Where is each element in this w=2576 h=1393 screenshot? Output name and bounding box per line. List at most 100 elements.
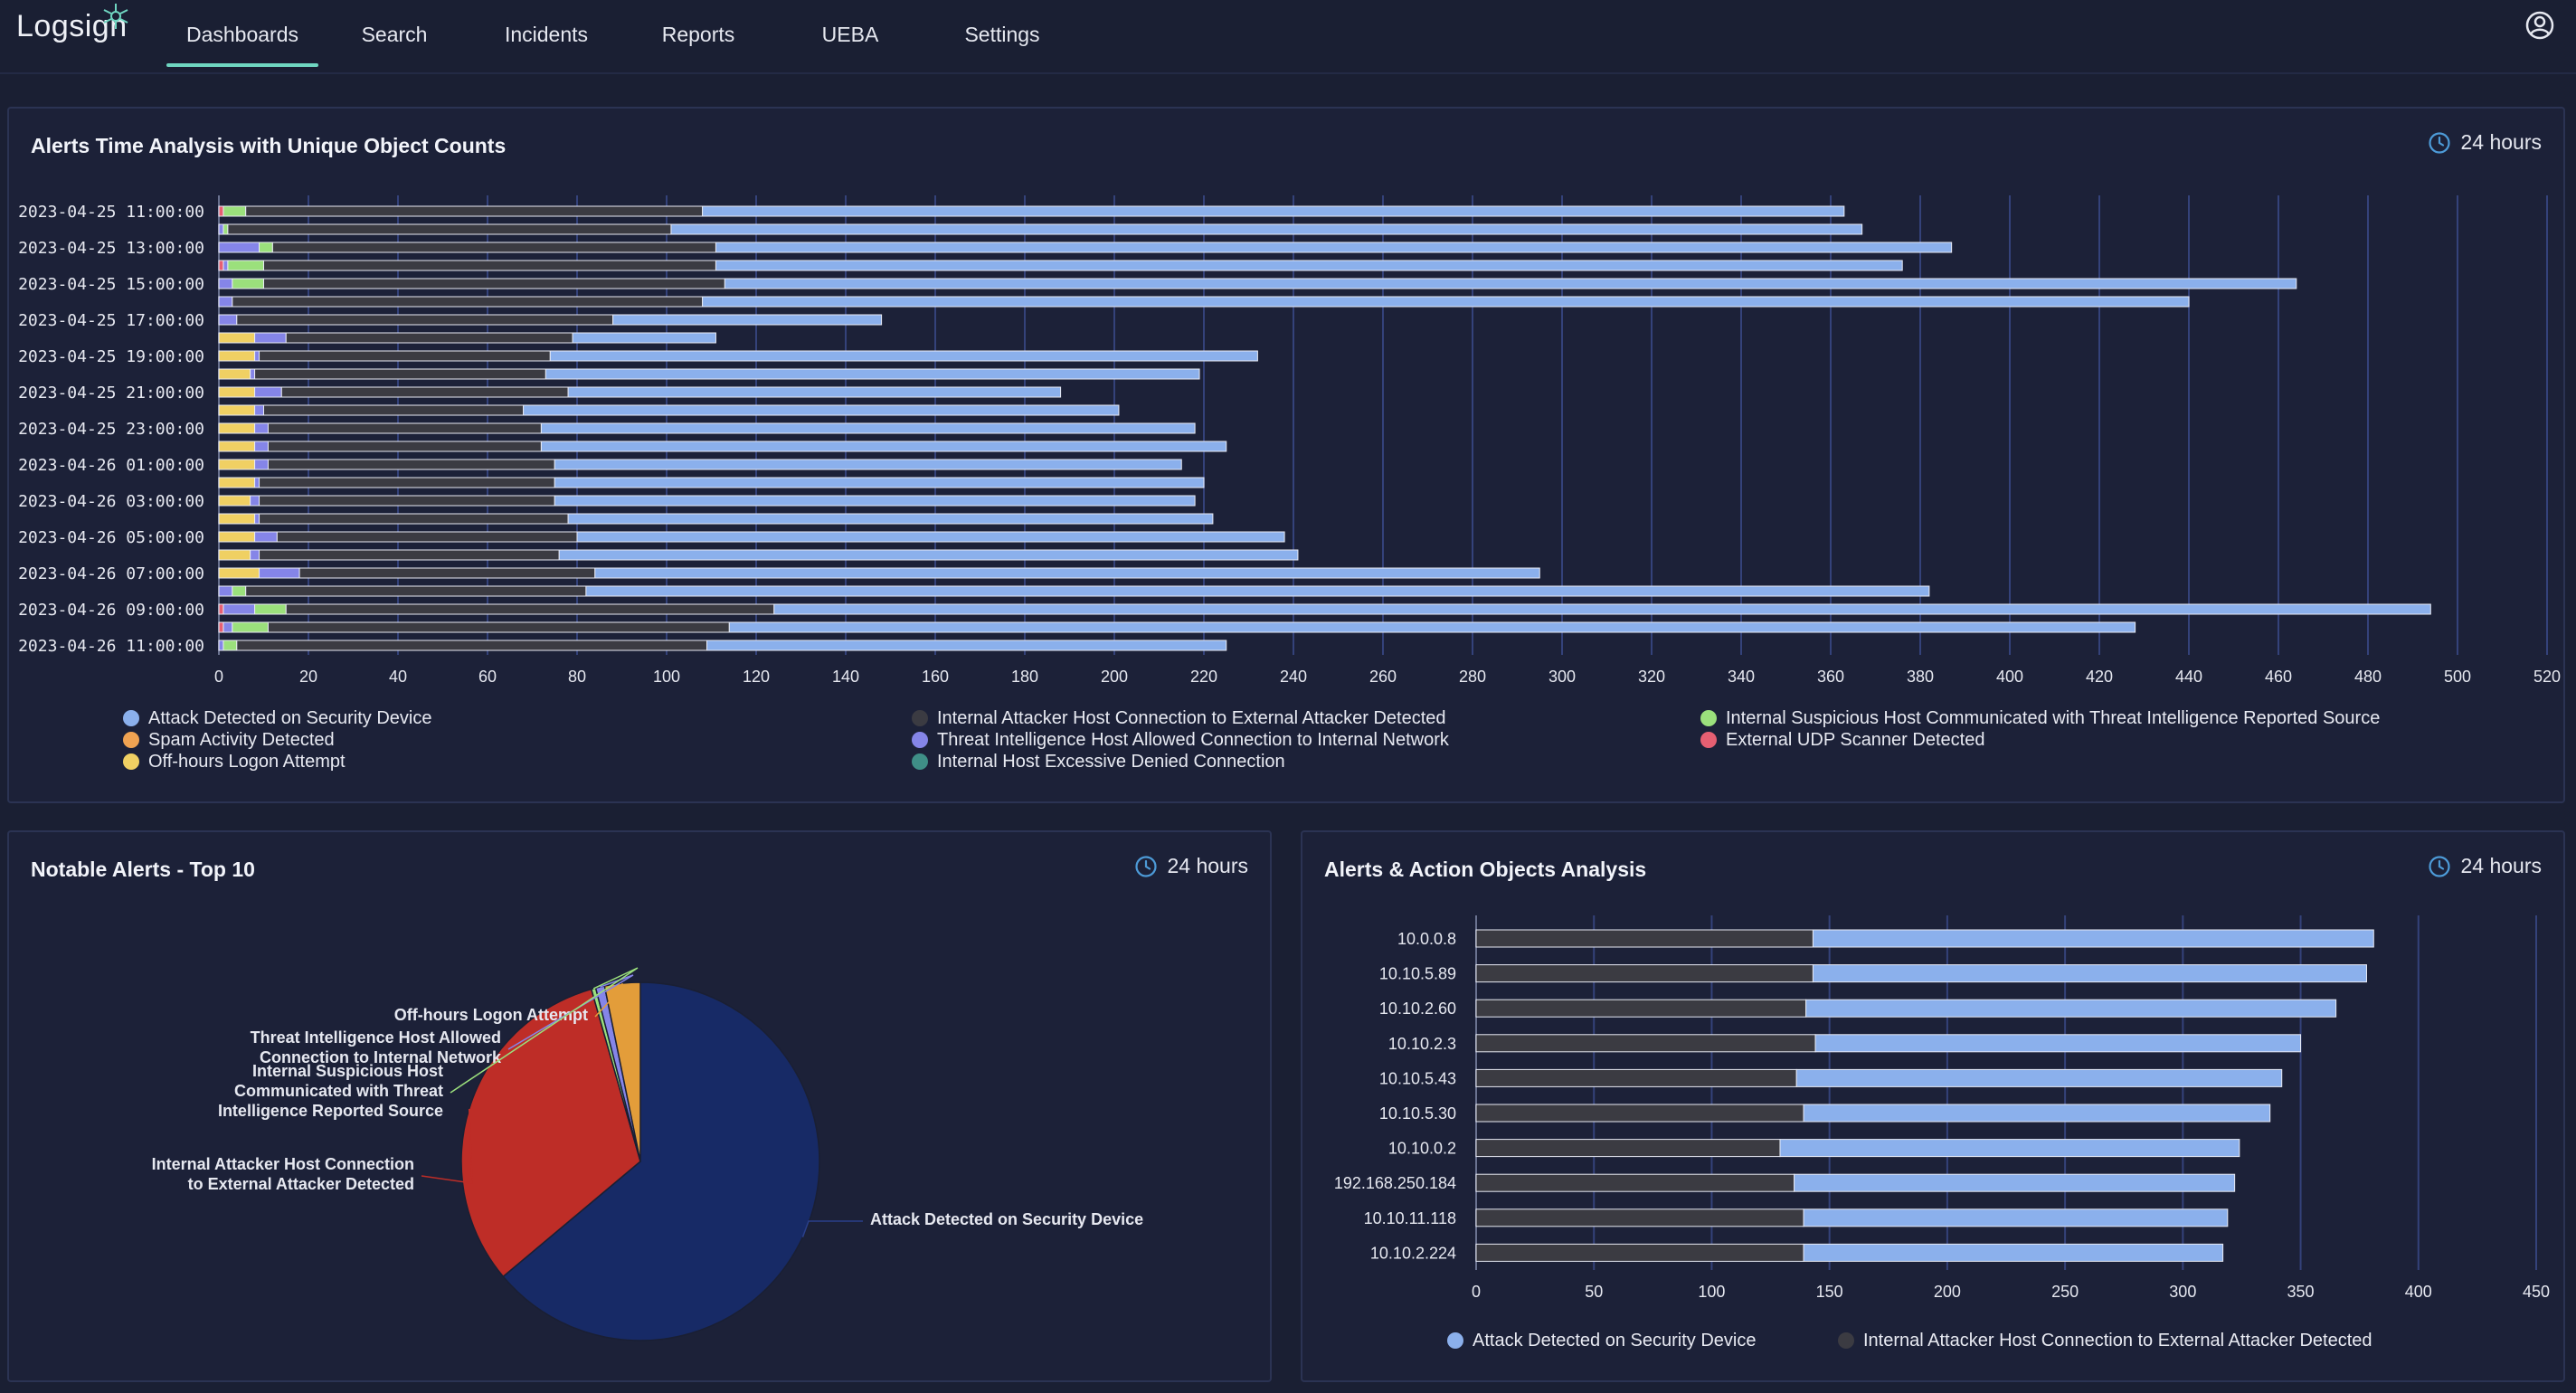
bar-segment[interactable] bbox=[1795, 1068, 2283, 1087]
bar-segment[interactable] bbox=[1475, 1034, 1816, 1053]
bar-segment[interactable] bbox=[263, 260, 716, 271]
bar-segment[interactable] bbox=[223, 621, 233, 633]
bar-segment[interactable] bbox=[576, 531, 1285, 543]
bar-segment[interactable] bbox=[773, 603, 2431, 615]
bar-segment[interactable] bbox=[227, 223, 672, 235]
time-legend-item[interactable]: Spam Activity Detected bbox=[123, 729, 912, 751]
tab-ueba[interactable]: UEBA bbox=[821, 22, 879, 46]
bar-segment[interactable] bbox=[254, 531, 278, 543]
bar-segment[interactable] bbox=[218, 459, 256, 470]
bar-segment[interactable] bbox=[254, 513, 260, 525]
bar-segment[interactable] bbox=[523, 404, 1120, 416]
bar-segment[interactable] bbox=[572, 332, 716, 344]
bar-segment[interactable] bbox=[218, 260, 224, 271]
bar-segment[interactable] bbox=[263, 278, 725, 289]
bar-segment[interactable] bbox=[1803, 1104, 2271, 1123]
bar-segment[interactable] bbox=[218, 585, 233, 597]
bar-segment[interactable] bbox=[1812, 929, 2374, 948]
bar-segment[interactable] bbox=[218, 513, 256, 525]
time-legend-item[interactable]: Internal Attacker Host Connection to Ext… bbox=[912, 707, 1700, 729]
bar-segment[interactable] bbox=[223, 603, 256, 615]
bar-segment[interactable] bbox=[594, 567, 1540, 579]
bar-segment[interactable] bbox=[259, 495, 555, 507]
bar-segment[interactable] bbox=[223, 205, 247, 217]
bar-segment[interactable] bbox=[567, 386, 1062, 398]
bar-segment[interactable] bbox=[1779, 1139, 2240, 1158]
bar-segment[interactable] bbox=[585, 585, 1930, 597]
bar-segment[interactable] bbox=[1475, 999, 1807, 1018]
bar-segment[interactable] bbox=[702, 296, 2190, 308]
bar-segment[interactable] bbox=[545, 368, 1200, 380]
bar-segment[interactable] bbox=[1475, 1139, 1781, 1158]
objects-legend-item[interactable]: Attack Detected on Security Device bbox=[1447, 1330, 1818, 1351]
bar-segment[interactable] bbox=[259, 549, 560, 561]
bar-segment[interactable] bbox=[218, 350, 256, 362]
bar-segment[interactable] bbox=[728, 621, 2136, 633]
bar-segment[interactable] bbox=[1803, 1243, 2224, 1262]
bar-segment[interactable] bbox=[540, 441, 1227, 452]
bar-segment[interactable] bbox=[223, 640, 238, 651]
bar-segment[interactable] bbox=[254, 350, 260, 362]
tab-reports[interactable]: Reports bbox=[661, 22, 735, 46]
bar-segment[interactable] bbox=[218, 603, 224, 615]
bar-segment[interactable] bbox=[218, 368, 251, 380]
time-range-badge[interactable]: 24 hours bbox=[1134, 854, 1248, 878]
bar-segment[interactable] bbox=[554, 477, 1205, 488]
bar-segment[interactable] bbox=[285, 332, 573, 344]
tab-settings[interactable]: Settings bbox=[964, 22, 1040, 46]
bar-segment[interactable] bbox=[223, 223, 229, 235]
time-legend-item[interactable]: Attack Detected on Security Device bbox=[123, 707, 912, 729]
time-legend-item[interactable]: Threat Intelligence Host Allowed Connect… bbox=[912, 729, 1700, 751]
bar-segment[interactable] bbox=[245, 205, 704, 217]
bar-segment[interactable] bbox=[254, 332, 287, 344]
time-range-badge[interactable]: 24 hours bbox=[2428, 854, 2542, 878]
bar-segment[interactable] bbox=[218, 567, 260, 579]
bar-segment[interactable] bbox=[250, 495, 260, 507]
bar-segment[interactable] bbox=[218, 223, 224, 235]
bar-segment[interactable] bbox=[1812, 964, 2367, 983]
bar-segment[interactable] bbox=[267, 459, 555, 470]
bar-segment[interactable] bbox=[218, 332, 256, 344]
logo[interactable]: Logsign bbox=[16, 9, 128, 43]
user-profile-icon[interactable] bbox=[2524, 9, 2556, 42]
bar-segment[interactable] bbox=[218, 314, 238, 326]
bar-segment[interactable] bbox=[554, 495, 1196, 507]
bar-segment[interactable] bbox=[267, 422, 542, 434]
bar-segment[interactable] bbox=[540, 422, 1196, 434]
bar-segment[interactable] bbox=[218, 441, 256, 452]
bar-segment[interactable] bbox=[218, 278, 233, 289]
bar-segment[interactable] bbox=[706, 640, 1227, 651]
bar-segment[interactable] bbox=[1794, 1173, 2236, 1192]
bar-segment[interactable] bbox=[1475, 964, 1814, 983]
bar-segment[interactable] bbox=[298, 567, 596, 579]
bar-segment[interactable] bbox=[250, 549, 260, 561]
bar-segment[interactable] bbox=[218, 386, 256, 398]
bar-segment[interactable] bbox=[254, 386, 282, 398]
bar-segment[interactable] bbox=[218, 549, 251, 561]
bar-segment[interactable] bbox=[1475, 1208, 1804, 1227]
bar-segment[interactable] bbox=[254, 404, 265, 416]
bar-segment[interactable] bbox=[218, 404, 256, 416]
bar-segment[interactable] bbox=[218, 621, 224, 633]
bar-segment[interactable] bbox=[724, 278, 2297, 289]
bar-segment[interactable] bbox=[715, 260, 1903, 271]
bar-segment[interactable] bbox=[236, 314, 614, 326]
tab-search[interactable]: Search bbox=[361, 22, 428, 46]
bar-segment[interactable] bbox=[218, 495, 251, 507]
bar-segment[interactable] bbox=[271, 242, 716, 253]
bar-segment[interactable] bbox=[218, 296, 233, 308]
tab-dashboards[interactable]: Dashboards bbox=[166, 0, 318, 69]
bar-segment[interactable] bbox=[554, 459, 1182, 470]
bar-segment[interactable] bbox=[567, 513, 1214, 525]
bar-segment[interactable] bbox=[254, 477, 260, 488]
bar-segment[interactable] bbox=[232, 278, 265, 289]
bar-segment[interactable] bbox=[254, 422, 269, 434]
bar-segment[interactable] bbox=[1814, 1034, 2302, 1053]
bar-segment[interactable] bbox=[1475, 929, 1814, 948]
bar-segment[interactable] bbox=[254, 368, 546, 380]
bar-segment[interactable] bbox=[558, 549, 1299, 561]
bar-segment[interactable] bbox=[236, 640, 708, 651]
bar-segment[interactable] bbox=[670, 223, 1863, 235]
bar-segment[interactable] bbox=[1475, 1068, 1797, 1087]
bar-segment[interactable] bbox=[259, 567, 300, 579]
